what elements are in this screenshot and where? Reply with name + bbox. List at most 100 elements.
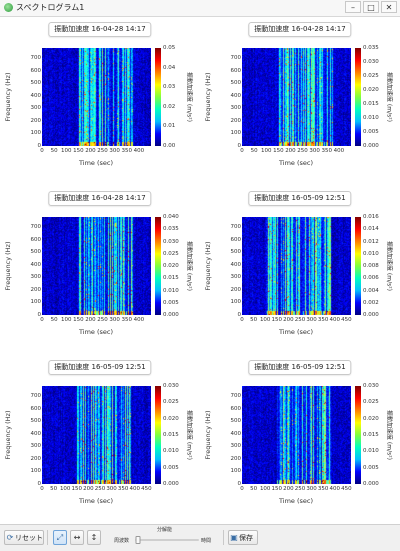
spectrogram-panel: 振動加速度 16-04-28 14:17 Frequency (Hz) Time (… (200, 17, 400, 186)
x-tick-label: 200 (283, 317, 294, 323)
y-tick-label: 700 (30, 55, 42, 62)
colorbar-tick-label: 0.025 (163, 399, 179, 406)
colorbar-tick-label: 0.020 (163, 263, 179, 269)
y-tick-label: 100 (30, 468, 42, 475)
colorbar-tick-label: 0.000 (363, 312, 379, 318)
y-tick-label: 700 (30, 393, 42, 400)
x-tick-label: 0 (40, 148, 44, 154)
x-tick-label: 300 (306, 486, 317, 492)
y-tick-label: 200 (30, 286, 42, 293)
colorbar-tick-label: 0.014 (363, 226, 379, 233)
y-ticks: 0 100 200 300 400 500 600 700 (228, 386, 242, 487)
y-tick-label: 500 (30, 249, 42, 256)
x-tick-label: 350 (321, 148, 333, 154)
colorbar-tick-label: 0.020 (363, 87, 379, 93)
colorbar (355, 386, 361, 484)
close-button[interactable]: ✕ (381, 1, 397, 13)
colorbar-tick-label: 0.040 (163, 214, 179, 220)
spectrogram-plot[interactable] (42, 48, 151, 146)
y-tick-label: 100 (230, 299, 242, 306)
spectrogram-plot[interactable] (242, 48, 351, 146)
minimize-button[interactable]: – (345, 1, 361, 13)
x-tick-label: 200 (285, 148, 296, 154)
spectrogram-panel: 振動加速度 16-05-09 12:51 Frequency (Hz) Time (… (0, 355, 200, 524)
x-tick-label: 400 (333, 148, 345, 154)
spectrogram-plot[interactable] (242, 386, 351, 484)
resolution-slider-thumb[interactable] (135, 536, 141, 544)
colorbar-tick-label: 0.01 (163, 123, 176, 130)
spectrogram-heatmap (242, 386, 351, 484)
colorbar-tick-label: 0.030 (363, 59, 379, 65)
x-tick-label: 400 (329, 486, 341, 492)
y-tick-label: 400 (230, 430, 242, 437)
colorbar-tick-label: 0.03 (163, 84, 176, 91)
x-tick-label: 50 (250, 148, 258, 154)
colorbar-ticks: 0.000 0.005 0.010 0.015 0.020 0.025 0.030 0.035… (163, 214, 189, 318)
x-tick-label: 50 (250, 486, 258, 492)
y-ticks: 0 100 200 300 400 500 600 700 (28, 386, 42, 487)
spectrogram-heatmap (42, 386, 151, 484)
y-tick-label: 500 (230, 249, 242, 256)
y-axis-label: Frequency (Hz) (204, 410, 212, 460)
spectrogram-panel: 振動加速度 16-05-09 12:51 Frequency (Hz) Time (… (200, 186, 400, 355)
colorbar-ticks: 0.000 0.002 0.004 0.006 0.008 0.010 0.012 0.014… (363, 214, 389, 318)
x-axis-label: Time (sec) (78, 328, 114, 336)
y-tick-label: 600 (230, 236, 242, 243)
x-tick-label: 250 (294, 317, 306, 323)
x-tick-label: 200 (85, 317, 96, 323)
slider-time-label: 時間 (201, 538, 212, 544)
colorbar-ticks: 0.000 0.005 0.010 0.015 0.020 0.025 0.030 0.035 (363, 45, 389, 149)
fit-all-button[interactable]: ⤢ (53, 530, 67, 545)
x-axis-label: Time (sec) (278, 328, 314, 336)
x-tick-label: 400 (329, 317, 341, 323)
spectrogram-heatmap (242, 217, 351, 315)
fit-horizontal-button[interactable]: ↔ (70, 530, 84, 545)
y-tick-label: 200 (230, 117, 242, 124)
y-tick-label: 400 (30, 430, 42, 437)
y-tick-label: 600 (230, 405, 242, 412)
y-tick-label: 200 (30, 117, 42, 124)
x-tick-label: 250 (94, 486, 106, 492)
colorbar-tick-label: 0.035 (163, 226, 179, 233)
y-tick-label: 300 (30, 274, 42, 281)
colorbar-ticks: 0.000 0.005 0.010 0.015 0.020 0.025 0.030 (363, 383, 389, 487)
x-tick-label: 350 (121, 317, 133, 323)
maximize-button[interactable]: □ (363, 1, 379, 13)
x-tick-label: 450 (341, 486, 352, 492)
resolution-caption: 分解能 (157, 527, 173, 533)
y-tick-label: 200 (230, 286, 242, 293)
y-tick-label: 700 (230, 224, 242, 231)
spectrogram-plot[interactable] (42, 386, 151, 484)
fit-vertical-button[interactable]: ↕ (87, 530, 101, 545)
resolution-slider[interactable] (135, 536, 199, 544)
y-tick-label: 700 (30, 224, 42, 231)
x-ticks: 0 50 100 150 200 250 300 350 400 450 (40, 486, 152, 494)
spectrogram-plot[interactable] (242, 217, 351, 315)
save-label: 保存 (239, 534, 253, 542)
colorbar-tick-label: 0.030 (363, 383, 379, 389)
colorbar-tick-label: 0.000 (363, 481, 379, 487)
x-tick-label: 200 (83, 486, 94, 492)
colorbar-tick-label: 0.008 (363, 263, 379, 269)
x-tick-label: 100 (259, 317, 271, 323)
vertical-arrows-icon: ↕ (90, 533, 98, 542)
reset-button[interactable]: ⟳ リセット (4, 530, 44, 545)
x-tick-label: 150 (271, 317, 283, 323)
spectrogram-heatmap (242, 48, 351, 146)
y-tick-label: 500 (30, 418, 42, 425)
panel-title: 振動加速度 16-04-28 14:17 (248, 22, 352, 37)
x-tick-label: 450 (141, 486, 152, 492)
panel-title: 振動加速度 16-05-09 12:51 (248, 360, 352, 375)
colorbar-tick-label: 0.030 (163, 383, 179, 389)
spectrogram-plot[interactable] (42, 217, 151, 315)
x-tick-label: 0 (240, 317, 244, 323)
colorbar (355, 48, 361, 146)
x-tick-label: 300 (109, 317, 120, 323)
y-tick-label: 700 (230, 55, 242, 62)
panel-title: 振動加速度 16-05-09 12:51 (48, 360, 152, 375)
x-tick-label: 0 (240, 486, 244, 492)
colorbar-tick-label: 0.002 (363, 299, 379, 306)
colorbar-tick-label: 0.000 (363, 143, 379, 149)
save-button[interactable]: ▣保存 (228, 530, 258, 545)
colorbar-tick-label: 0.005 (363, 464, 379, 471)
